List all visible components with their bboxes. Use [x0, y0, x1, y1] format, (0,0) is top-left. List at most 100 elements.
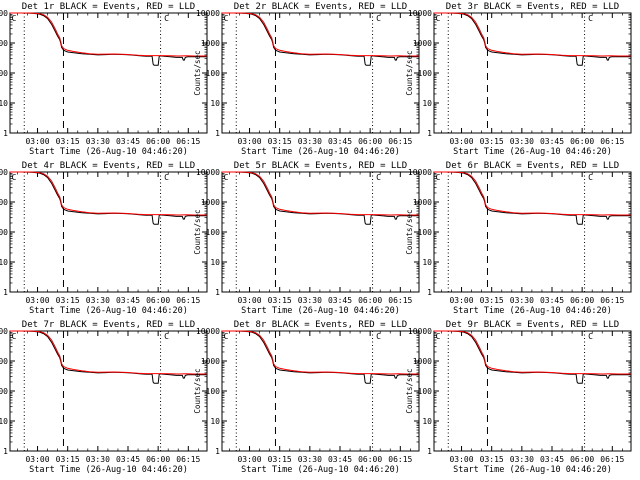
series-events: [10, 330, 207, 384]
y-tick-label: 1000: [413, 198, 432, 207]
panel-det-7: Det 7r BLACK = Events, RED = LLD 1 10 100 10…: [0, 320, 208, 475]
panel-det-1: Det 1r BLACK = Events, RED = LLD 1 10 100 10…: [0, 2, 208, 157]
panel-title: Det 9r BLACK = Events, RED = LLD: [446, 320, 619, 330]
panel-title: Det 3r BLACK = Events, RED = LLD: [446, 2, 619, 12]
series-events: [434, 171, 631, 225]
x-tick-label: 06:15: [176, 455, 200, 464]
c-marker: C: [588, 173, 593, 182]
x-tick-label: 06:00: [570, 137, 594, 146]
y-tick-label: 1000: [201, 198, 220, 207]
x-tick-label: 06:00: [358, 296, 382, 305]
x-tick-label: 03:30: [86, 137, 110, 146]
y-tick-label: 10000: [408, 168, 432, 177]
x-tick-label: 06:15: [600, 137, 624, 146]
y-tick-label: 10000: [408, 9, 432, 18]
x-tick-label: 06:00: [146, 455, 170, 464]
c-marker: C: [164, 14, 169, 23]
x-tick-label: 06:00: [570, 455, 594, 464]
panel-det-8: Det 8r BLACK = Events, RED = LLD 1 10 100 10…: [193, 320, 420, 475]
c-marker: C: [376, 14, 381, 23]
x-tick-label: 03:45: [116, 455, 140, 464]
c-marker: C: [12, 14, 17, 23]
x-tick-label: 03:30: [86, 296, 110, 305]
x-tick-label: 03:15: [56, 296, 80, 305]
series-lld: [10, 171, 207, 216]
y-tick-label: 1: [215, 447, 220, 456]
y-tick-label: 1000: [201, 39, 220, 48]
plot-frame: [433, 330, 632, 452]
series-lld: [10, 330, 207, 375]
panel-title: Det 8r BLACK = Events, RED = LLD: [234, 320, 407, 330]
x-tick-label: 06:00: [358, 137, 382, 146]
x-axis-label: Start Time (26-Aug-10 04:46:20): [29, 306, 188, 316]
y-tick-label: 10000: [0, 9, 8, 18]
x-tick-label: 03:30: [298, 137, 322, 146]
x-tick-label: 06:00: [570, 296, 594, 305]
y-tick-label: 10000: [0, 327, 8, 336]
y-tick-label: 10: [0, 258, 8, 267]
plot-frame: [433, 171, 632, 293]
plot-frame: [221, 171, 420, 293]
plot-frame: [433, 12, 632, 134]
x-tick-label: 06:15: [388, 296, 412, 305]
y-axis-label: Counts/sec: [405, 50, 414, 95]
y-axis-label: Counts/sec: [193, 368, 202, 413]
y-tick-label: 10000: [408, 327, 432, 336]
y-tick-label: 10: [210, 99, 220, 108]
panel-title: Det 1r BLACK = Events, RED = LLD: [22, 2, 195, 12]
y-tick-label: 1000: [413, 357, 432, 366]
c-marker: C: [436, 14, 441, 23]
c-marker: C: [224, 14, 229, 23]
x-tick-label: 03:15: [56, 137, 80, 146]
plot-frame: [221, 330, 420, 452]
x-axis-label: Start Time (26-Aug-10 04:46:20): [241, 306, 400, 316]
x-tick-label: 03:00: [449, 296, 473, 305]
y-tick-label: 100: [206, 387, 221, 396]
panel-det-3: Det 3r BLACK = Events, RED = LLD 1 10 100 10…: [405, 2, 632, 157]
x-tick-label: 06:15: [388, 137, 412, 146]
x-axis-label: Start Time (26-Aug-10 04:46:20): [453, 147, 612, 157]
panel-det-4: Det 4r BLACK = Events, RED = LLD 1 10 100 10…: [0, 161, 208, 316]
x-tick-label: 06:15: [388, 455, 412, 464]
y-tick-label: 10000: [196, 168, 220, 177]
y-axis-label: Counts/sec: [193, 50, 202, 95]
c-marker: C: [376, 173, 381, 182]
x-tick-label: 03:00: [449, 137, 473, 146]
x-tick-label: 03:15: [268, 137, 292, 146]
series-lld: [222, 330, 419, 375]
panel-det-5: Det 5r BLACK = Events, RED = LLD 1 10 100 10…: [193, 161, 420, 316]
y-tick-label: 100: [418, 228, 433, 237]
y-tick-label: 10000: [0, 168, 8, 177]
panel-det-9: Det 9r BLACK = Events, RED = LLD 1 10 100 10…: [405, 320, 632, 475]
y-tick-label: 1000: [0, 198, 8, 207]
x-tick-label: 03:45: [540, 455, 564, 464]
y-tick-label: 1000: [413, 39, 432, 48]
x-tick-label: 03:45: [540, 137, 564, 146]
y-tick-label: 10: [422, 99, 432, 108]
y-tick-label: 1: [3, 288, 8, 297]
panel-det-2: Det 2r BLACK = Events, RED = LLD 1 10 100 10…: [193, 2, 420, 157]
c-marker: C: [12, 173, 17, 182]
x-tick-label: 03:15: [56, 455, 80, 464]
c-marker: C: [436, 173, 441, 182]
y-tick-label: 100: [206, 228, 221, 237]
y-tick-label: 10: [210, 417, 220, 426]
panel-title: Det 5r BLACK = Events, RED = LLD: [234, 161, 407, 171]
x-tick-label: 03:30: [510, 296, 534, 305]
x-tick-label: 06:00: [358, 455, 382, 464]
x-tick-label: 03:15: [480, 296, 504, 305]
plot-frame: [9, 330, 208, 452]
panel-det-6: Det 6r BLACK = Events, RED = LLD 1 10 100 10…: [405, 161, 632, 316]
x-tick-label: 03:00: [25, 137, 49, 146]
y-tick-label: 1: [427, 447, 432, 456]
x-tick-label: 06:15: [176, 296, 200, 305]
y-tick-label: 1000: [0, 39, 8, 48]
x-tick-label: 06:15: [176, 137, 200, 146]
x-tick-label: 03:00: [237, 137, 261, 146]
c-marker: C: [376, 332, 381, 341]
series-events: [222, 12, 419, 66]
x-tick-label: 03:45: [116, 137, 140, 146]
series-lld: [10, 12, 207, 57]
series-events: [434, 12, 631, 66]
